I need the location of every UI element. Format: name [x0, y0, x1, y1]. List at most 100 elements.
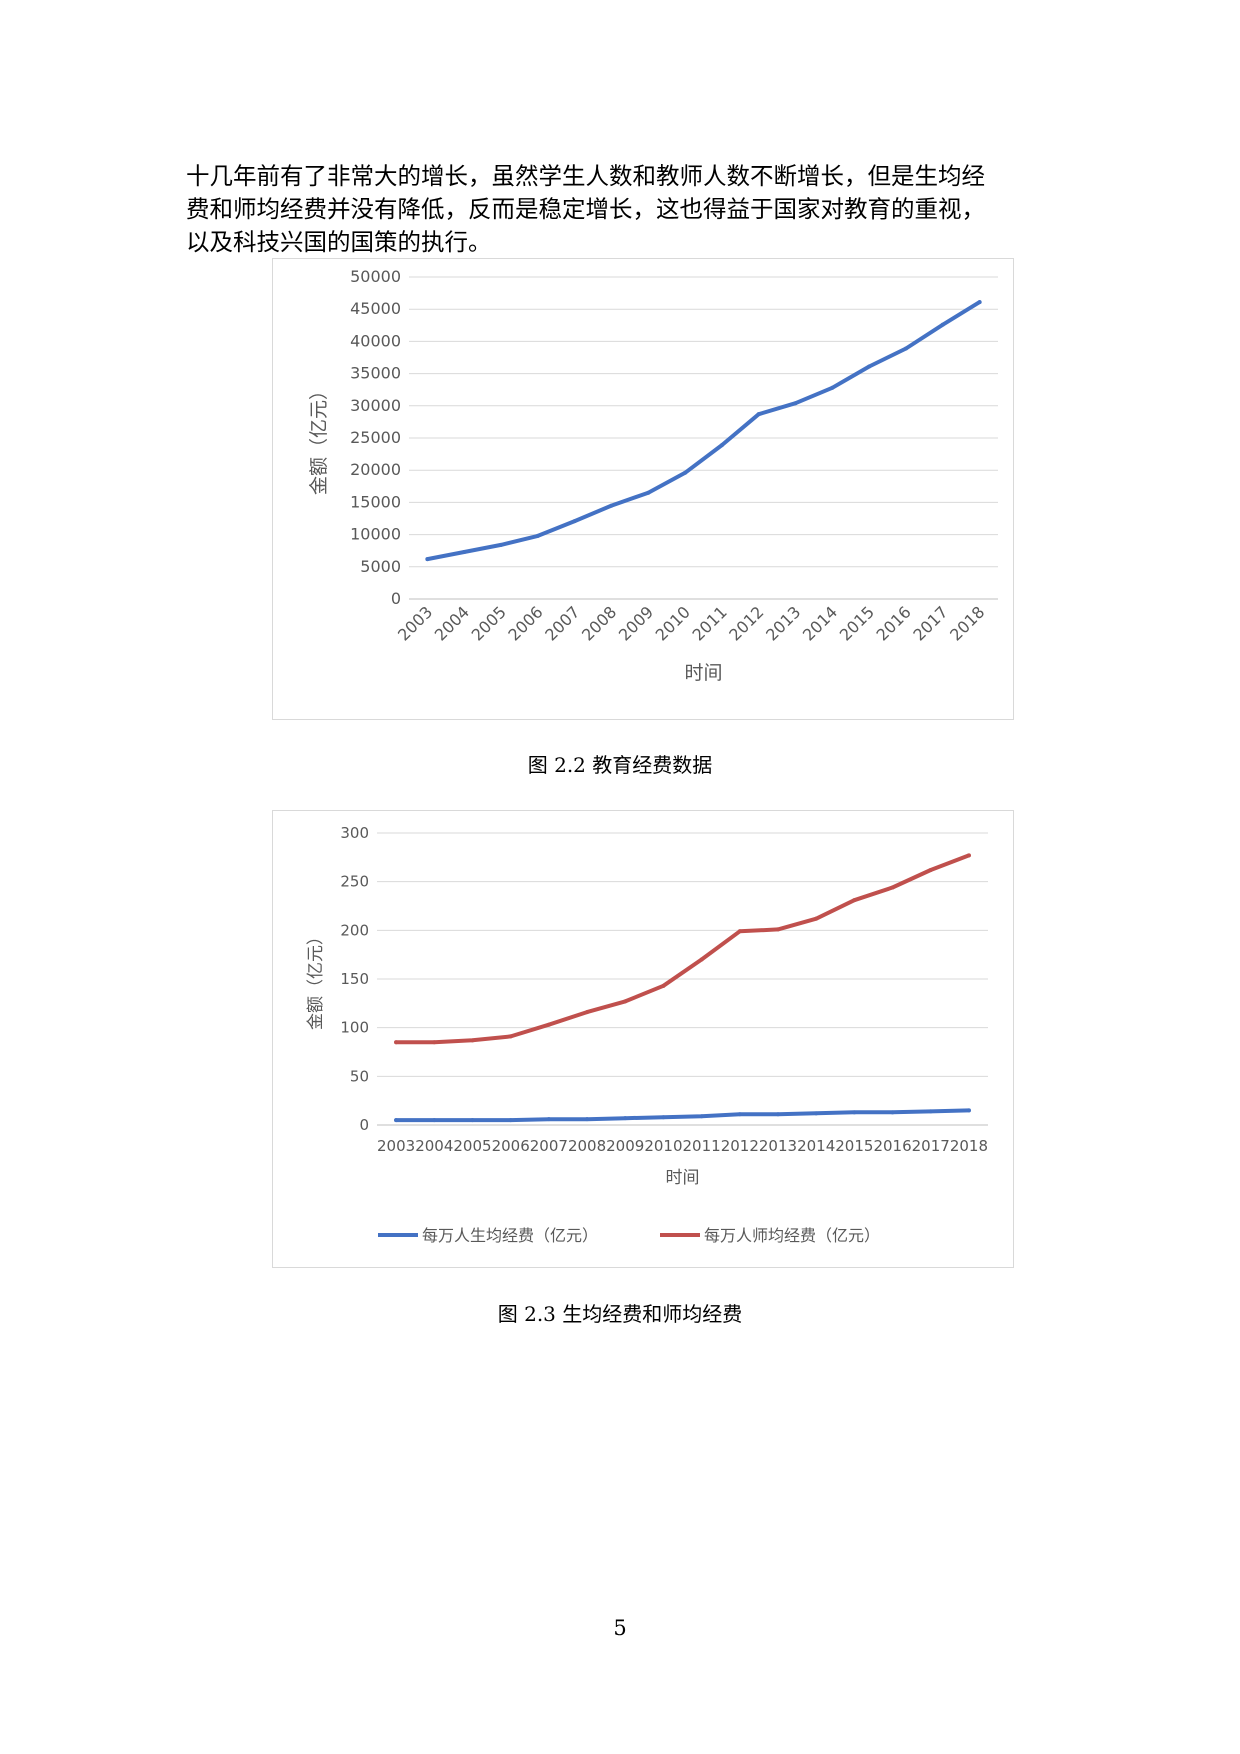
- x-tick-label: 2011: [683, 1137, 721, 1155]
- x-tick-label: 2013: [762, 602, 804, 644]
- data-point: [775, 1112, 780, 1117]
- x-tick-label: 2011: [689, 602, 731, 644]
- y-tick-label: 5000: [360, 557, 401, 576]
- x-tick-label: 2009: [615, 602, 657, 644]
- y-tick-label: 50: [350, 1067, 369, 1085]
- x-tick-label: 2005: [468, 602, 510, 644]
- y-tick-label: 100: [340, 1019, 369, 1037]
- data-point: [793, 401, 798, 406]
- data-point: [903, 346, 908, 351]
- body-paragraph: 十几年前有了非常大的增长，虽然学生人数和教师人数不断增长，但是生均经 费和师均经…: [186, 160, 1066, 259]
- page-number: 5: [613, 1616, 627, 1640]
- data-point: [966, 1108, 971, 1113]
- data-point: [462, 549, 467, 554]
- y-tick-label: 40000: [350, 331, 401, 350]
- body-line: 费和师均经费并没有降低，反而是稳定增长，这也得益于国家对教育的重视，: [186, 195, 985, 223]
- y-axis-title: 金额（亿元）: [306, 928, 326, 1030]
- y-tick-label: 10000: [350, 525, 401, 544]
- data-point: [623, 1116, 628, 1121]
- data-point: [890, 885, 895, 890]
- y-tick-label: 35000: [350, 364, 401, 383]
- x-tick-label: 2010: [652, 602, 694, 644]
- x-axis-title: 时间: [684, 662, 722, 684]
- x-tick-label: 2012: [721, 1137, 759, 1155]
- figure-caption: 图 2.3 生均经费和师均经费: [497, 1302, 743, 1326]
- data-point: [966, 853, 971, 858]
- y-tick-label: 25000: [350, 428, 401, 447]
- data-point: [661, 983, 666, 988]
- series-line-2: [394, 853, 971, 1045]
- data-point: [470, 1118, 475, 1123]
- y-tick-label: 50000: [350, 267, 401, 286]
- x-tick-label: 2006: [504, 602, 546, 644]
- data-point: [719, 443, 724, 448]
- y-tick-label: 200: [340, 921, 369, 939]
- legend-label: 每万人师均经费（亿元）: [704, 1226, 880, 1245]
- data-point: [814, 1111, 819, 1116]
- data-point: [852, 1110, 857, 1115]
- legend-label: 每万人生均经费（亿元）: [422, 1226, 598, 1245]
- x-tick-label: 2004: [431, 602, 473, 644]
- x-tick-label: 2008: [568, 1137, 606, 1155]
- data-point: [928, 1109, 933, 1114]
- data-point: [394, 1118, 399, 1123]
- y-tick-label: 150: [340, 970, 369, 988]
- data-point: [394, 1040, 399, 1045]
- data-point: [585, 1010, 590, 1015]
- body-line: 以及科技兴国的国策的执行。: [186, 228, 492, 256]
- data-point: [470, 1038, 475, 1043]
- data-point: [814, 916, 819, 921]
- education-funding-chart: 0 5000 10000 15000 20000 25000 30000 35000 40000…: [272, 258, 1014, 720]
- data-point: [499, 542, 504, 547]
- data-point: [737, 929, 742, 934]
- x-tick-label: 2010: [644, 1137, 682, 1155]
- y-tick-label: 30000: [350, 396, 401, 415]
- data-point: [977, 300, 982, 305]
- data-point: [432, 1040, 437, 1045]
- x-tick-label: 2016: [873, 1137, 911, 1155]
- x-tick-label: 2005: [453, 1137, 491, 1155]
- x-tick-label: 2009: [606, 1137, 644, 1155]
- x-tick-label: 2018: [946, 602, 988, 644]
- x-tick-label: 2016: [873, 602, 915, 644]
- x-tick-label: 2017: [912, 1137, 950, 1155]
- data-point: [775, 927, 780, 932]
- data-point: [940, 322, 945, 327]
- data-point: [646, 490, 651, 495]
- data-point: [867, 364, 872, 369]
- data-point: [852, 898, 857, 903]
- x-tick-label: 2008: [578, 602, 620, 644]
- data-point: [699, 1114, 704, 1119]
- x-tick-label: 2013: [759, 1137, 797, 1155]
- x-tick-label: 2007: [530, 1137, 568, 1155]
- data-point: [432, 1118, 437, 1123]
- x-tick-label: 2007: [541, 602, 583, 644]
- data-point: [572, 519, 577, 524]
- x-axis-title: 时间: [666, 1168, 700, 1188]
- x-tick-label: 2003: [377, 1137, 415, 1155]
- data-point: [508, 1118, 513, 1123]
- x-tick-label: 2014: [799, 602, 841, 644]
- data-point: [609, 503, 614, 508]
- y-tick-label: 15000: [350, 492, 401, 511]
- x-tick-label: 2012: [725, 602, 767, 644]
- data-point: [683, 470, 688, 475]
- y-tick-label: 45000: [350, 299, 401, 318]
- data-point: [928, 867, 933, 872]
- data-point: [737, 1112, 742, 1117]
- y-axis-title: 金额（亿元）: [308, 381, 330, 495]
- data-point: [661, 1115, 666, 1120]
- data-point: [585, 1117, 590, 1122]
- data-point: [425, 557, 430, 562]
- data-point: [508, 1034, 513, 1039]
- data-point: [623, 999, 628, 1004]
- x-tick-label: 2004: [415, 1137, 453, 1155]
- body-line: 十几年前有了非常大的增长，虽然学生人数和教师人数不断增长，但是生均经: [186, 162, 985, 190]
- data-point: [830, 385, 835, 390]
- x-tick-label: 2014: [797, 1137, 835, 1155]
- y-tick-label: 300: [340, 824, 369, 842]
- series-line-1: [425, 300, 982, 562]
- data-point: [546, 1117, 551, 1122]
- y-tick-label: 0: [359, 1116, 369, 1134]
- x-tick-label: 2015: [835, 1137, 873, 1155]
